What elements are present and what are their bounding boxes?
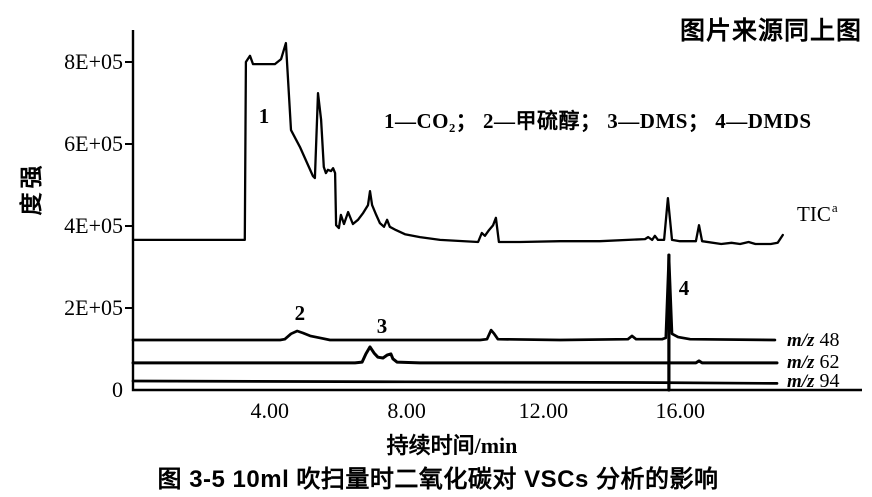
trace-tic [131,41,784,246]
peak-number-label-1: 1 [259,104,270,128]
mz62-prefix: m/z [787,352,815,373]
trace-label-mz94: m/z 94 [787,368,839,393]
trace-m-z-94 [131,379,779,385]
figure-caption: 图 3-5 10ml 吹扫量时二氧化碳对 VSCs 分析的影响 [157,466,719,493]
y-tick-label: 2E+05 [64,295,123,320]
x-axis-title: 持续时间/min [386,433,518,458]
y-tick-label: 6E+05 [64,131,123,156]
mz48-prefix: m/z [787,330,815,351]
trace-label-mz48: m/z 48 [787,327,839,352]
mz62-value: 62 [819,351,840,373]
y-tick-label: 0 [112,377,123,402]
mz94-value: 94 [819,370,840,392]
peak-number-label-4: 4 [679,276,690,300]
mz48-value: 48 [819,329,840,351]
x-tick-label: 16.00 [655,398,705,423]
peak-legend: 1—CO₂； 2—甲硫醇； 3—DMS； 4—DMDS [384,109,812,133]
y-tick-label: 4E+05 [64,213,123,238]
x-tick-label: 4.00 [251,398,290,423]
y-tick-label: 8E+05 [64,49,123,74]
peak-number-label-2: 2 [295,301,306,325]
trace-label-tic: TICa [797,200,838,227]
x-tick-label: 12.00 [519,398,569,423]
axis-lines [131,30,862,392]
trace-m-z-62 [131,345,779,365]
peak-number-label-3: 3 [377,314,388,338]
source-note-text: 图片来源同上图 [679,17,862,45]
x-tick-label: 8.00 [387,398,426,423]
tic-label-text: TIC [797,202,831,226]
mz94-prefix: m/z [787,371,815,392]
trace-label-mz62: m/z 62 [787,349,839,374]
tic-label-superscript: a [831,200,838,215]
